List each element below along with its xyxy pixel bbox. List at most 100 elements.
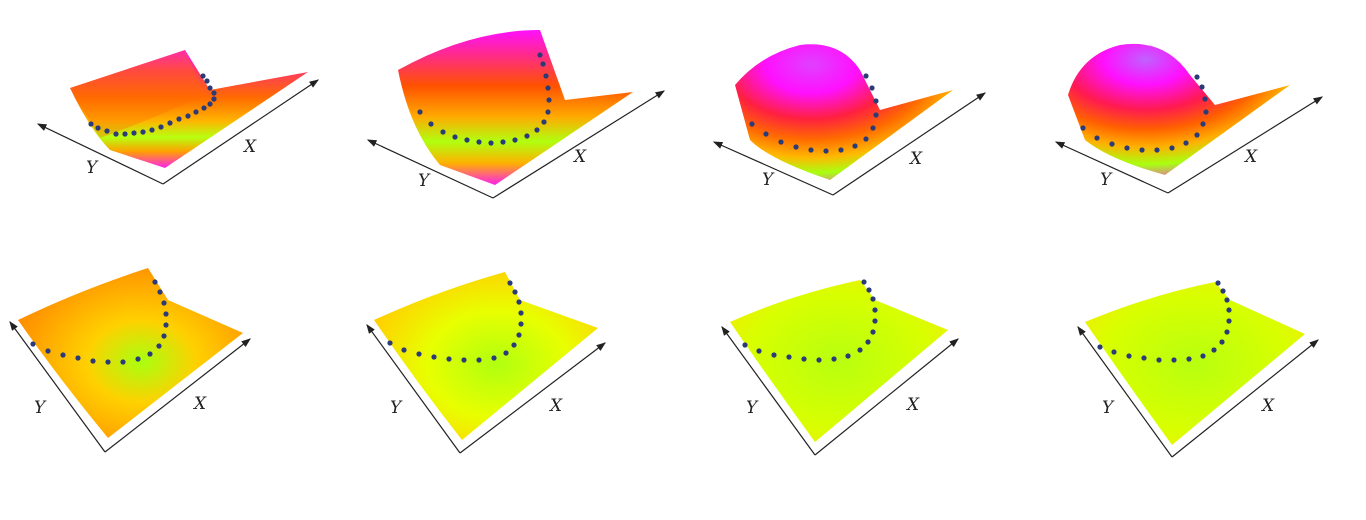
curve-dot — [201, 105, 207, 111]
curve-dot — [200, 73, 206, 79]
curve-dot — [778, 139, 784, 145]
curve-dot — [1097, 344, 1103, 350]
curve-dot — [461, 357, 467, 363]
panel-bottom-1: X Y — [9, 268, 251, 453]
curve-dot — [387, 340, 393, 346]
curve-dot — [491, 355, 497, 361]
curve-dot — [131, 130, 137, 136]
curve-dot — [104, 128, 110, 134]
x-axis-label: X — [192, 394, 207, 414]
curve-dot — [476, 139, 482, 145]
dot-curve — [30, 279, 169, 365]
curve-dot — [193, 109, 199, 115]
y-axis-label: Y — [418, 171, 431, 191]
curve-dot — [488, 140, 494, 146]
curve-dot — [161, 300, 167, 306]
curve-dot — [524, 133, 530, 139]
y-axis — [712, 141, 834, 196]
curve-dot — [541, 119, 547, 125]
curve-dot — [452, 134, 458, 140]
x-axis — [814, 338, 959, 456]
y-axis-label: Y — [746, 398, 759, 418]
curve-dot — [838, 147, 844, 153]
curve-dot — [147, 351, 153, 357]
curve-dot — [857, 347, 863, 353]
x-axis — [1167, 96, 1324, 194]
curve-dot — [1199, 84, 1205, 90]
curve-dot — [823, 148, 829, 154]
panel-top-2: X Y — [366, 30, 666, 199]
y-axis — [366, 139, 494, 199]
curve-dot — [1183, 140, 1189, 146]
curve-dot — [1169, 145, 1175, 151]
y-axis-label: Y — [762, 170, 775, 190]
x-axis-label: X — [905, 395, 920, 415]
curve-dot — [831, 356, 837, 362]
curve-dot — [786, 354, 792, 360]
curve-dot — [1203, 109, 1209, 115]
curve-dot — [793, 144, 799, 150]
curve-dot — [60, 352, 66, 358]
curve-dot — [870, 125, 876, 131]
curve-dot — [808, 147, 814, 153]
dot-curve — [1080, 74, 1209, 153]
curve-dot — [161, 333, 167, 339]
curve-dot — [140, 129, 146, 135]
curve-dot — [417, 109, 423, 115]
curve-dot — [1220, 288, 1226, 294]
curve-dot — [211, 96, 217, 102]
x-axis — [1171, 339, 1319, 458]
surface-ridge-3 — [735, 44, 953, 181]
curve-dot — [152, 279, 158, 285]
curve-dot — [852, 143, 858, 149]
x-axis-label: X — [1243, 147, 1258, 167]
curve-dot — [185, 113, 191, 119]
panel-top-4: X Y — [1054, 43, 1324, 194]
curve-dot — [431, 354, 437, 360]
dot-curve — [749, 73, 879, 154]
curve-dot — [416, 351, 422, 357]
x-axis — [162, 79, 319, 185]
curve-dot — [872, 307, 878, 313]
panel-bottom-4: X Y — [1077, 280, 1319, 458]
curve-dot — [1124, 145, 1130, 151]
curve-dot — [156, 343, 162, 349]
dot-curve — [387, 280, 524, 363]
x-axis-label: X — [572, 147, 587, 167]
curve-dot — [511, 342, 517, 348]
curve-dot — [401, 347, 407, 353]
x-axis — [492, 90, 666, 199]
curve-dot — [518, 321, 524, 327]
curve-dot — [546, 97, 552, 103]
curve-dot — [1194, 132, 1200, 138]
curve-dot — [30, 341, 36, 347]
curve-dot — [865, 339, 871, 345]
curve-dot — [500, 139, 506, 145]
curve-dot — [464, 137, 470, 143]
y-axis-label: Y — [1102, 398, 1115, 418]
curve-dot — [869, 85, 875, 91]
x-axis-label: X — [908, 149, 923, 169]
curve-dot — [866, 287, 872, 293]
curve-dot — [75, 355, 81, 361]
y-axis — [366, 324, 461, 454]
curve-dot — [207, 85, 213, 91]
curve-dot — [512, 137, 518, 143]
curve-dot — [1080, 125, 1086, 131]
curve-dot — [861, 279, 867, 285]
curve-dot — [763, 131, 769, 137]
dot-curve — [742, 279, 878, 363]
curve-dot — [1202, 96, 1208, 102]
curve-dot — [476, 357, 482, 363]
y-axis — [9, 321, 106, 453]
curve-dot — [749, 121, 755, 127]
curve-dot — [122, 131, 128, 137]
curve-dot — [163, 311, 169, 317]
curve-dot — [1226, 307, 1232, 313]
curve-dot — [428, 121, 434, 127]
x-axis-label: X — [242, 137, 257, 157]
surface-plane-3 — [730, 280, 948, 442]
curve-dot — [845, 353, 851, 359]
curve-dot — [1126, 353, 1132, 359]
